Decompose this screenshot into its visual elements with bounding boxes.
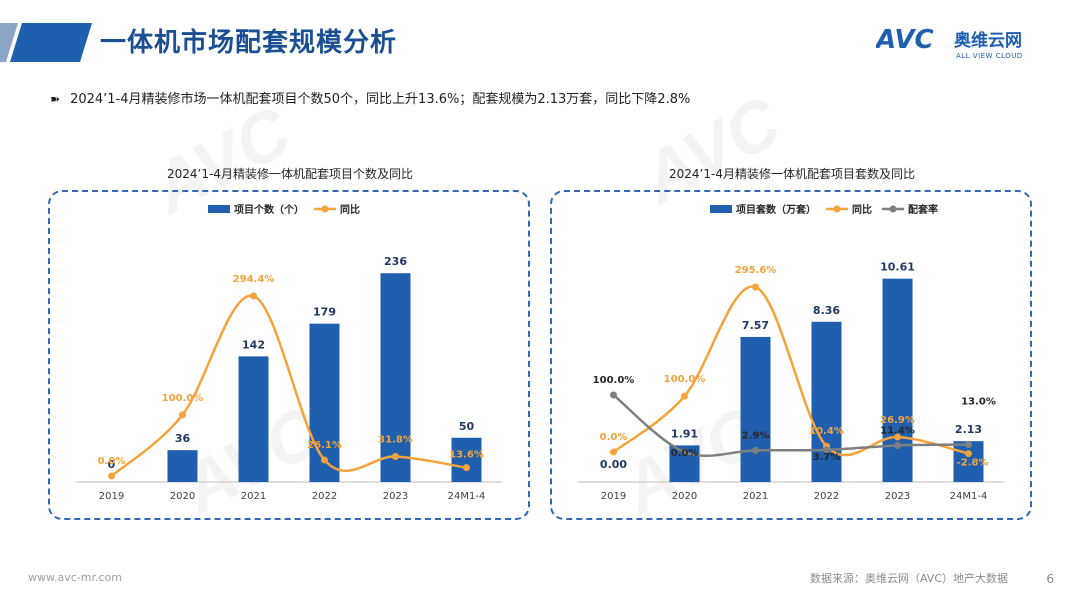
bar xyxy=(882,278,913,482)
line-value-label: 26.1% xyxy=(307,440,342,451)
x-tick-label: 2022 xyxy=(312,491,337,502)
bar xyxy=(740,336,771,482)
x-tick-label: 2022 xyxy=(814,491,839,502)
line-value-label: 13.0% xyxy=(961,397,996,408)
x-tick-label: 2020 xyxy=(170,491,195,502)
legend-marker xyxy=(889,205,897,213)
line-point xyxy=(965,450,972,458)
x-tick-label: 2021 xyxy=(241,491,266,502)
bar-value-label: 8.36 xyxy=(813,304,840,317)
summary-text: 2024’1-4月精装修市场一体机配套项目个数50个，同比上升13.6%；配套规… xyxy=(70,92,691,107)
chart-2-svg: 2019 2020 2021 2022 2023 24M1-4 项目套数（万套） 同比 配套率 0… xyxy=(578,203,1004,502)
line-point xyxy=(463,464,470,472)
legend-marker xyxy=(321,205,329,213)
chart-1-svg: 2019 2020 2021 2022 2023 24M1-4 项目个数（个） 同比 0 36 14… xyxy=(76,203,502,502)
line-point xyxy=(108,472,115,480)
bar-value-label: 1.91 xyxy=(671,427,698,440)
data-source: 数据来源：奥维云网（AVC）地产大数据 xyxy=(809,572,1008,585)
bar-value-label: 2.13 xyxy=(955,423,982,436)
bar xyxy=(167,450,198,482)
line-value-label: 100.0% xyxy=(162,393,204,404)
legend-label: 项目套数（万套） xyxy=(736,203,816,216)
footer-url: www.avc-mr.com xyxy=(28,571,122,584)
bar-value-label: 142 xyxy=(242,338,265,351)
line-point xyxy=(610,448,617,456)
x-tick-label: 24M1-4 xyxy=(448,491,486,502)
line-value-label: -2.8% xyxy=(957,458,989,469)
logo-tagline: ALL VIEW CLOUD xyxy=(956,52,1023,60)
line-value-label: 100.0% xyxy=(664,374,706,385)
bar xyxy=(380,273,411,482)
line-value-label: 0.0% xyxy=(671,448,699,459)
page-number: 6 xyxy=(1046,572,1054,586)
header-decoration xyxy=(0,23,92,62)
bar-value-label: 0 xyxy=(108,458,116,471)
line-point xyxy=(321,456,328,464)
x-tick-label: 24M1-4 xyxy=(950,491,988,502)
bar xyxy=(811,321,842,482)
line-value-label: 0.0% xyxy=(600,432,628,443)
line-point xyxy=(681,392,688,400)
line-value-label: 13.6% xyxy=(449,450,484,461)
line-value-label: 3.7% xyxy=(813,452,841,463)
bar-value-label: 0.00 xyxy=(600,458,627,471)
line-point xyxy=(250,292,257,300)
bar xyxy=(238,356,269,482)
line-point xyxy=(965,441,972,449)
bar xyxy=(309,323,340,482)
line-value-label: 2.9% xyxy=(742,430,770,441)
series-line xyxy=(612,285,969,457)
legend-label: 项目个数（个） xyxy=(234,203,304,216)
x-tick-label: 2023 xyxy=(383,491,408,502)
x-tick-label: 2023 xyxy=(885,491,910,502)
legend-label: 同比 xyxy=(852,203,872,216)
legend-label: 配套率 xyxy=(908,203,938,216)
line-point xyxy=(894,433,901,441)
line-point xyxy=(752,283,759,291)
page-title: 一体机市场配套规模分析 xyxy=(100,28,398,58)
line-value-label: 295.6% xyxy=(735,265,777,276)
line-point xyxy=(610,391,617,399)
line-point xyxy=(823,446,830,454)
line-value-label: 26.9% xyxy=(880,415,915,426)
line-point xyxy=(392,453,399,461)
bar-value-label: 179 xyxy=(313,306,336,319)
line-point xyxy=(681,448,688,456)
chart-2-title: 2024’1-4月精装修一体机配套项目套数及同比 xyxy=(669,167,915,181)
line-value-label: 0.0% xyxy=(98,456,126,467)
bar-value-label: 50 xyxy=(459,420,475,433)
line-point xyxy=(752,446,759,454)
avc-logo: AVC 奥维云网 ALL VIEW CLOUD xyxy=(874,24,1046,66)
logo-mark: AVC xyxy=(876,25,934,55)
chart-1-title: 2024’1-4月精装修一体机配套项目个数及同比 xyxy=(167,167,413,181)
legend-swatch xyxy=(208,205,230,213)
arrow-bullet-icon: ➽ xyxy=(50,92,61,106)
series-line xyxy=(612,394,969,457)
line-point xyxy=(179,411,186,419)
x-tick-label: 2021 xyxy=(743,491,768,502)
line-value-label: 294.4% xyxy=(233,274,275,285)
x-tick-label: 2020 xyxy=(672,491,697,502)
series-line xyxy=(110,294,467,477)
bar-value-label: 10.61 xyxy=(880,261,915,274)
legend-label: 同比 xyxy=(340,203,360,216)
bar-value-label: 236 xyxy=(384,255,407,268)
line-point xyxy=(894,442,901,450)
line-value-label: 11.4% xyxy=(880,426,915,437)
legend-swatch xyxy=(710,205,732,213)
line-value-label: 10.4% xyxy=(809,426,844,437)
line-value-label: 31.8% xyxy=(378,435,413,446)
bar-value-label: 36 xyxy=(175,432,191,445)
summary-bullet: ➽ 2024’1-4月精装修市场一体机配套项目个数50个，同比上升13.6%；配套… xyxy=(50,88,690,107)
chart-1-panel: 2019 2020 2021 2022 2023 24M1-4 项目个数（个） 同比 0 36 14… xyxy=(48,190,530,520)
line-value-label: 100.0% xyxy=(593,375,635,386)
legend-marker xyxy=(833,205,841,213)
logo-name: 奥维云网 xyxy=(954,30,1022,51)
x-tick-label: 2019 xyxy=(99,491,124,502)
x-tick-label: 2019 xyxy=(601,491,626,502)
bar xyxy=(451,437,482,482)
bar-value-label: 7.57 xyxy=(742,319,769,332)
chart-2-panel: 2019 2020 2021 2022 2023 24M1-4 项目套数（万套） 同比 配套率 0… xyxy=(550,190,1032,520)
